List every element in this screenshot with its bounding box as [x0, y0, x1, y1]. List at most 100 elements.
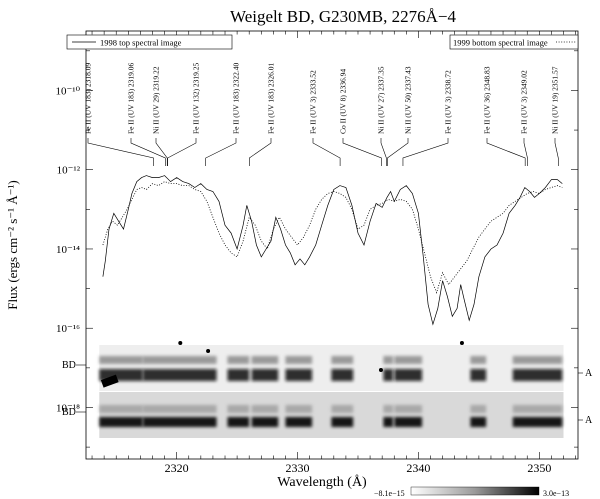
line-id-label: Co II (UV 8) 2336.94	[339, 69, 348, 134]
spectral-image-1999-upper-trace	[99, 405, 143, 413]
line-id-label: Fe II (UV 3) 2338.72	[444, 70, 453, 134]
x-tick-label: 2350	[527, 461, 551, 475]
line-id-marker	[130, 138, 166, 166]
spectral-image-1999-band	[383, 417, 394, 427]
spectral-image-1999-band	[227, 417, 250, 427]
spectral-image-1999-upper-trace	[331, 405, 354, 413]
legend-1998: 1998 top spectral image	[66, 34, 233, 50]
spectral-image-1999-upper-trace	[285, 405, 313, 413]
y-axis-label: Flux (ergs cm⁻² s⁻¹ Å⁻¹)	[5, 180, 20, 310]
spectral-images-panel: BD A BD A	[62, 341, 593, 438]
y-tick-label: 10⁻¹⁰	[55, 85, 80, 97]
spectral-image-1999-upper-trace	[227, 405, 250, 413]
line-id-label: Ni II (UV 19) 2351.57	[551, 66, 560, 134]
y-tick-label: 10⁻¹⁶	[56, 323, 80, 335]
spectral-image-1998-upper-trace	[285, 356, 313, 364]
line-id-label: Ni II (UV 50) 2337.43	[404, 66, 413, 134]
line-id-label: Fe II (UV 3) 2333.52	[309, 70, 318, 134]
spectral-image-1998-band	[227, 369, 250, 381]
y-tick-label: 10⁻¹⁸	[56, 402, 80, 414]
spectral-image-1999-band	[251, 417, 279, 427]
spectral-image-1999-band	[331, 417, 354, 427]
spectral-image-1998-upper-trace	[470, 356, 487, 364]
line-id-label: Fe II (UV 3) 2349.02	[520, 70, 529, 134]
spectral-image-1998-upper-trace	[99, 356, 143, 364]
line-id-label: Fe II (UV 132) 2319.25	[192, 62, 201, 134]
y-tick-label: 10⁻¹²	[57, 165, 81, 177]
line-id-label: Fe II (UV 183) 2326.01	[267, 62, 276, 134]
line-id-marker	[554, 138, 559, 166]
spectral-image-1998-band	[142, 369, 217, 381]
x-tick-label: 2320	[165, 461, 189, 475]
colorbar-gradient	[410, 486, 540, 496]
spectral-image-1998-upper-trace	[142, 356, 217, 364]
line-id-marker	[402, 138, 449, 166]
line-id-label: Ni II (UV 27) 2337.35	[377, 66, 386, 134]
spectral-image-artifact	[378, 368, 383, 372]
spectrum-series	[102, 175, 563, 326]
spectral-image-1999-upper-trace	[512, 405, 563, 413]
spectral-image-artifact	[459, 341, 464, 345]
line-id-label: Ni II (UV 29) 2319.22	[152, 66, 161, 134]
spectral-image-1998-band	[285, 369, 313, 381]
spectral-image-1999-band	[512, 417, 563, 427]
line-id-marker	[155, 138, 168, 166]
spectral-image-1998-upper-trace	[251, 356, 279, 364]
line-id-label: Fe II (UV 183) 2319.06	[127, 62, 136, 134]
spectral-image-1999-upper-trace	[142, 405, 217, 413]
spectral-image-1998-band	[394, 369, 423, 381]
spectral-image-1999-upper-trace	[251, 405, 279, 413]
line-id-marker	[523, 138, 528, 166]
spectral-row-label-left: BD	[62, 407, 76, 418]
spectral-image-1998-upper-trace	[227, 356, 250, 364]
line-id-marker	[205, 138, 237, 166]
line-id-marker	[167, 138, 197, 166]
chart-title: Weigelt BD, G230MB, 2276Å−4	[230, 7, 456, 26]
spectral-row-label-right: A	[585, 415, 593, 426]
spectral-image-1998-band	[331, 369, 354, 381]
line-id-label: Fe II (UV 183) 2322.40	[232, 62, 241, 134]
spectral-image-1998-band	[383, 369, 394, 381]
x-axis-label: Wavelength (Å)	[277, 474, 367, 490]
spectral-image-1999-upper-trace	[470, 405, 487, 413]
colorbar-min-label: −8.1e−15	[374, 489, 405, 498]
line-id-marker	[486, 138, 526, 166]
spectral-image-artifact	[178, 341, 183, 345]
axis-ticks: 2320 2330 2340 2350 10⁻¹⁰ 10⁻¹² 10⁻¹⁴ 10⁻¹⁶ 10⁻¹…	[55, 31, 578, 475]
colorbar-max-label: 3.0e−13	[543, 489, 569, 498]
legend-1999-label: 1999 bottom spectral image	[453, 38, 548, 48]
spectral-image-1999-band	[285, 417, 313, 427]
spectral-row-label-left: BD	[62, 360, 76, 371]
spectral-image-1998-band	[470, 369, 487, 381]
line-id-label: Fe II (UV 36) 2348.83	[483, 66, 492, 134]
line-id-label: Fe II (UV 183) 2318.09	[84, 62, 93, 134]
spectral-image-background	[99, 392, 564, 438]
y-tick-label: 10⁻¹⁴	[56, 244, 80, 256]
x-tick-label: 2340	[406, 461, 430, 475]
spectral-image-1999-band	[99, 417, 143, 427]
line-id-marker	[312, 138, 341, 166]
line-id-marker	[380, 138, 387, 166]
spectral-row-label-right: A	[585, 368, 593, 379]
spectral-image-1998-upper-trace	[331, 356, 354, 364]
spectral-image-artifact	[206, 349, 211, 353]
line-identifications: Fe II (UV 183) 2318.09 Fe II (UV 183) 231…	[84, 62, 560, 166]
spectral-image-1998-upper-trace	[512, 356, 563, 364]
spectral-image-artifact	[100, 374, 119, 388]
spectral-image-1998-band	[512, 369, 563, 381]
legend-1999: 1999 bottom spectral image	[449, 34, 579, 50]
spectral-image-1998-upper-trace	[394, 356, 423, 364]
spectral-image-1999-band	[394, 417, 423, 427]
spectral-image-background	[99, 345, 564, 391]
line-id-marker	[387, 138, 409, 166]
spectral-image-1999-upper-trace	[383, 405, 394, 413]
line-id-marker	[342, 138, 382, 166]
plot-frame	[85, 30, 579, 460]
colorbar: −8.1e−15 3.0e−13	[374, 486, 569, 498]
legend-1998-label: 1998 top spectral image	[100, 38, 182, 48]
spectral-image-1999-upper-trace	[394, 405, 423, 413]
line-id-marker	[249, 138, 272, 166]
series-1999-line	[102, 181, 563, 294]
series-1998-line	[102, 175, 563, 326]
